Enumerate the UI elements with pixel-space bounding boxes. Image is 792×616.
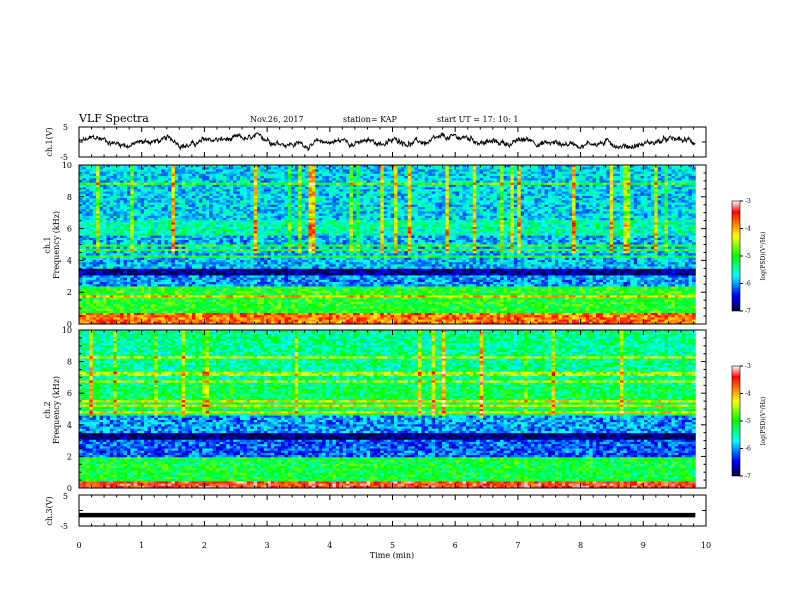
- ch1-ylabel: ch.1(V): [45, 127, 54, 156]
- ch1-waveform-panel: 5 -5 ch.1(V): [45, 123, 706, 162]
- chart-title: VLF Spectra: [78, 112, 149, 125]
- station-label: station= KAP: [343, 115, 398, 124]
- ch1-waveform-line: [79, 133, 695, 151]
- ch1-spectrogram-image: [79, 165, 696, 324]
- ch1-ytick-top: 5: [63, 123, 68, 132]
- date-label: Nov.26, 2017: [250, 115, 304, 124]
- start-time-label: start UT = 17: 10: 1: [437, 115, 518, 124]
